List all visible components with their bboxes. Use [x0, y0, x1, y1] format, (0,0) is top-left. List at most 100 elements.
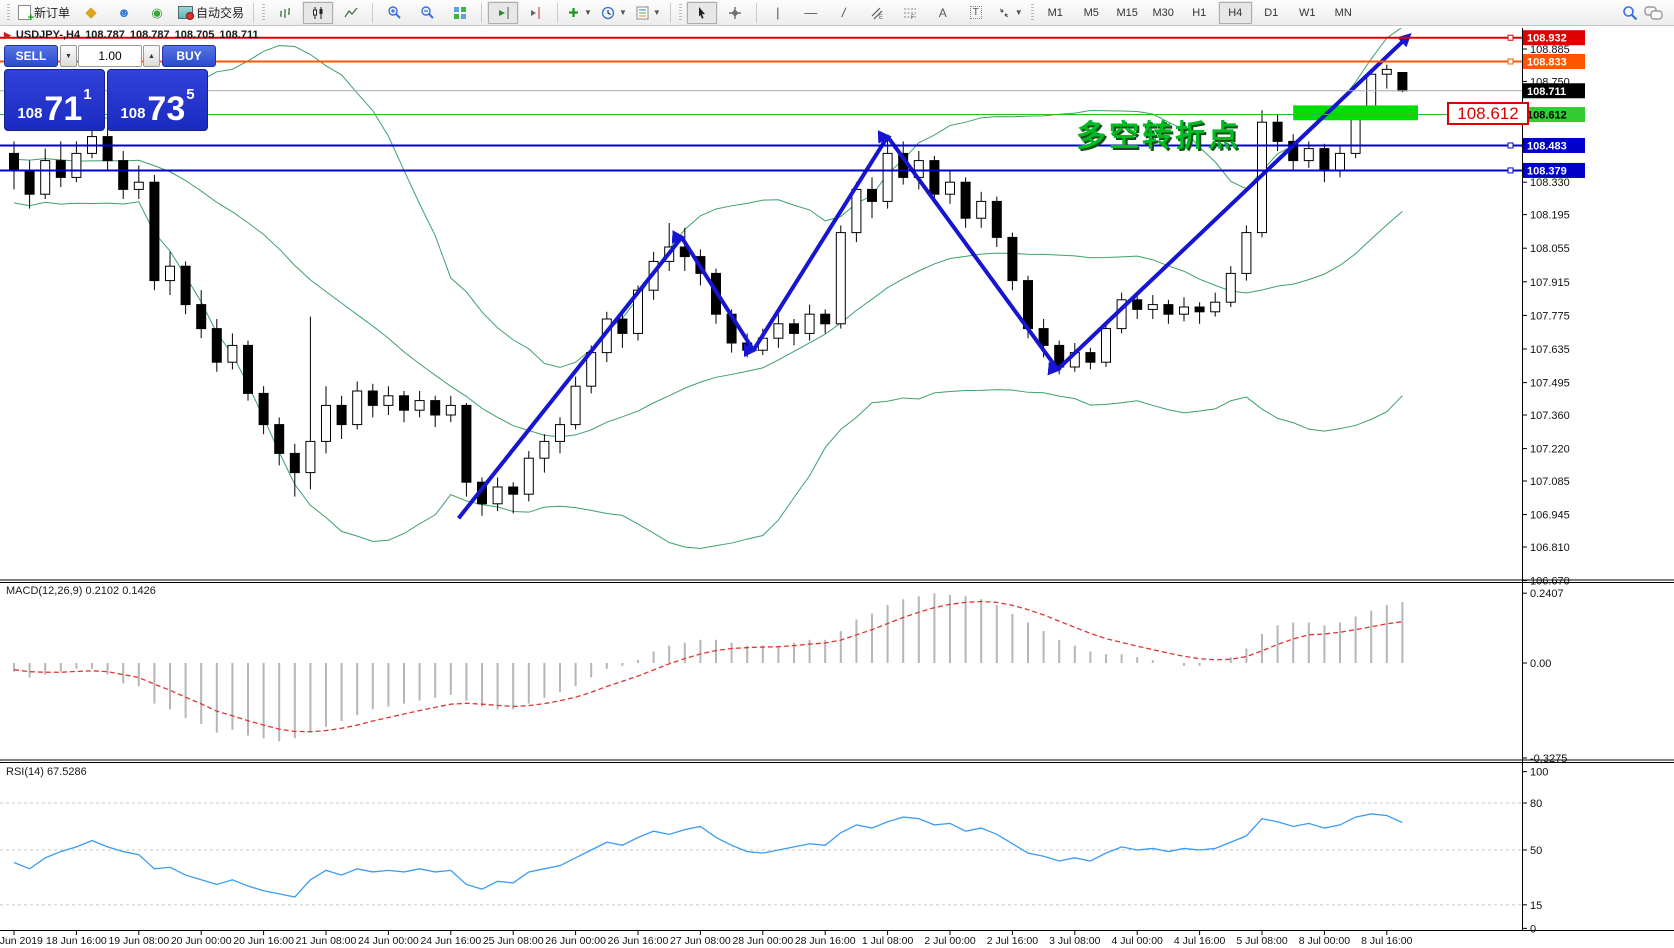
channel-tool-button[interactable]: E [861, 1, 893, 25]
chart-candles-button[interactable] [302, 0, 335, 25]
svg-text:24 Jun 00:00: 24 Jun 00:00 [358, 935, 419, 947]
volume-decrease-button[interactable]: ▼ [60, 45, 77, 67]
chart-bars-button[interactable] [269, 1, 301, 25]
quote-line: ▶ USDJPY-,H4 108.787 108.787 108.705 108… [4, 29, 259, 41]
svg-text:108.885: 108.885 [1530, 44, 1570, 56]
svg-text:20 Jun 00:00: 20 Jun 00:00 [171, 935, 232, 947]
timeframe-h4-button[interactable]: H4 [1217, 0, 1253, 25]
toolbar-grip[interactable] [7, 3, 10, 22]
trendline-tool-button[interactable]: / [828, 1, 860, 25]
svg-text:18 Jun 2019: 18 Jun 2019 [0, 935, 43, 947]
auto-trading-button[interactable]: 自动交易 [174, 1, 248, 25]
quote-low: 108.705 [174, 29, 215, 41]
svg-text:0: 0 [1530, 923, 1536, 935]
svg-text:108.612: 108.612 [1527, 110, 1567, 122]
svg-text:5 Jul 08:00: 5 Jul 08:00 [1236, 935, 1288, 947]
volume-input[interactable] [78, 45, 142, 67]
signal-icon: ◉ [151, 5, 163, 20]
svg-text:100: 100 [1530, 767, 1548, 779]
zoom-in-button[interactable] [378, 1, 410, 25]
svg-text:28 Jun 00:00: 28 Jun 00:00 [732, 935, 793, 947]
timeframe-m15-button[interactable]: M15 [1116, 6, 1138, 19]
text-tool-icon: A [938, 5, 947, 20]
svg-text:107.220: 107.220 [1530, 444, 1570, 456]
new-order-button[interactable]: + 新订单 [14, 1, 74, 25]
chart-shift-button[interactable] [520, 1, 552, 25]
chart-canvas[interactable]: 108.885108.750108.330108.195108.055107.9… [0, 26, 1674, 948]
timeframe-w1-button[interactable]: W1 [1298, 6, 1316, 19]
svg-text:107.915: 107.915 [1530, 277, 1570, 289]
timeframe-d1-button[interactable]: D1 [1264, 6, 1279, 19]
text-tool-button[interactable]: A [927, 1, 959, 25]
svg-text:2 Jul 00:00: 2 Jul 00:00 [924, 935, 976, 947]
svg-text:107.635: 107.635 [1530, 344, 1570, 356]
sell-button[interactable]: SELL [4, 45, 58, 67]
macd-value: 0.2102 [85, 585, 120, 597]
horizontal-line-tool-button[interactable]: — [795, 1, 827, 25]
timeframe-m30-button[interactable]: M30 [1152, 6, 1174, 19]
person-icon: ☻ [117, 5, 131, 20]
toolbar-separator [557, 2, 559, 23]
svg-text:28 Jun 16:00: 28 Jun 16:00 [795, 935, 856, 947]
indicators-button[interactable]: ▼ [563, 1, 596, 25]
auto-scroll-button[interactable] [487, 0, 520, 25]
timeframe-mn-button[interactable]: MN [1334, 6, 1352, 19]
search-icon[interactable] [1622, 5, 1638, 21]
chat-icon[interactable] [1644, 5, 1664, 21]
svg-text:18 Jun 16:00: 18 Jun 16:00 [46, 935, 107, 947]
svg-text:108.379: 108.379 [1527, 165, 1567, 177]
svg-text:19 Jun 08:00: 19 Jun 08:00 [108, 935, 169, 947]
toolbar-grip[interactable] [1030, 3, 1034, 22]
chart-line-button[interactable] [335, 1, 367, 25]
templates-button[interactable]: ▼ [632, 1, 665, 25]
chart-symbol-title: USDJPY-,H4 [15, 29, 81, 41]
toolbar-separator [481, 2, 483, 23]
buy-button[interactable]: BUY [162, 45, 216, 67]
label-tool-button[interactable]: T [960, 1, 992, 25]
volume-increase-button[interactable]: ▲ [143, 45, 160, 67]
crosshair-tool-button[interactable] [719, 1, 751, 25]
price-callout-label[interactable]: 108.612 [1447, 102, 1529, 125]
svg-text:0.2407: 0.2407 [1530, 588, 1564, 600]
vertical-line-tool-button[interactable]: | [762, 1, 794, 25]
toolbar-separator [253, 2, 255, 23]
svg-text:F: F [911, 15, 915, 20]
timeframe-m1-button[interactable]: M1 [1047, 6, 1063, 19]
periods-button[interactable]: ▼ [597, 1, 631, 25]
signals-button[interactable]: ◉ [141, 1, 173, 25]
timeframe-m5-button[interactable]: M5 [1083, 6, 1099, 19]
auto-trading-label: 自动交易 [196, 6, 245, 20]
add-indicator-icon [569, 8, 579, 17]
ask-pips: 73 [147, 90, 186, 128]
mql5-button[interactable]: ◆ [75, 1, 107, 25]
svg-text:24 Jun 16:00: 24 Jun 16:00 [420, 935, 481, 947]
dropdown-arrow-icon: ▼ [618, 8, 627, 17]
sell-price-box[interactable]: 108 71 1 [4, 69, 105, 131]
toolbar-grip[interactable] [262, 3, 266, 22]
toolbar-grip[interactable] [678, 3, 682, 22]
community-button[interactable]: ☻ [108, 1, 140, 25]
macd-signal-value: 0.1426 [122, 585, 156, 597]
cursor-icon [699, 6, 706, 19]
zoom-out-icon [420, 6, 434, 19]
zoom-out-button[interactable] [411, 1, 443, 25]
svg-text:107.085: 107.085 [1530, 476, 1570, 488]
cursor-tool-button[interactable] [685, 0, 718, 25]
svg-text:108.483: 108.483 [1527, 140, 1567, 152]
tile-windows-button[interactable] [444, 1, 476, 25]
timeframe-h1-button[interactable]: H1 [1192, 6, 1207, 19]
buy-price-box[interactable]: 108 73 5 [107, 69, 208, 131]
fibonacci-icon: F [903, 8, 916, 20]
turning-point-annotation[interactable]: 多空转折点 [1076, 120, 1241, 153]
bid-integer: 108 [17, 105, 43, 122]
svg-text:107.360: 107.360 [1530, 410, 1570, 422]
svg-text:E: E [879, 15, 883, 20]
horizontal-line-icon: — [804, 5, 818, 20]
fibonacci-tool-button[interactable]: F [894, 1, 926, 25]
arrows-tool-button[interactable]: ▼ [993, 1, 1027, 25]
mql5-diamond-icon: ◆ [85, 4, 97, 21]
svg-text:-0.3275: -0.3275 [1530, 753, 1567, 765]
quote-close: 108.711 [219, 29, 259, 41]
dropdown-arrow-icon: ▼ [652, 8, 661, 17]
